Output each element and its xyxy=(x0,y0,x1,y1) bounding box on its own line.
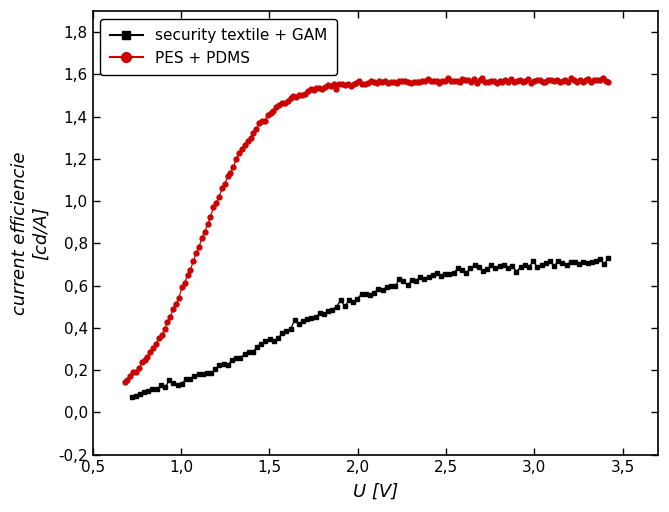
security textile + GAM xyxy=(190,372,198,378)
Line: PES + PDMS: PES + PDMS xyxy=(122,75,611,385)
security textile + GAM xyxy=(128,394,136,400)
PES + PDMS xyxy=(355,78,363,84)
security textile + GAM xyxy=(416,273,424,280)
security textile + GAM xyxy=(546,258,554,264)
PES + PDMS xyxy=(120,379,128,385)
PES + PDMS xyxy=(556,79,564,85)
PES + PDMS xyxy=(189,258,197,264)
PES + PDMS xyxy=(353,80,361,86)
security textile + GAM xyxy=(604,254,612,261)
security textile + GAM xyxy=(236,355,244,361)
security textile + GAM xyxy=(282,328,290,334)
X-axis label: U [V]: U [V] xyxy=(353,483,398,501)
Y-axis label: current efficiencie
[cd/A]: current efficiencie [cd/A] xyxy=(11,151,50,315)
PES + PDMS xyxy=(301,91,309,97)
Line: security textile + GAM: security textile + GAM xyxy=(129,255,611,399)
PES + PDMS xyxy=(604,79,612,85)
security textile + GAM xyxy=(308,314,316,321)
PES + PDMS xyxy=(444,75,452,81)
Legend: security textile + GAM, PES + PDMS: security textile + GAM, PES + PDMS xyxy=(100,19,337,75)
PES + PDMS xyxy=(375,78,383,84)
